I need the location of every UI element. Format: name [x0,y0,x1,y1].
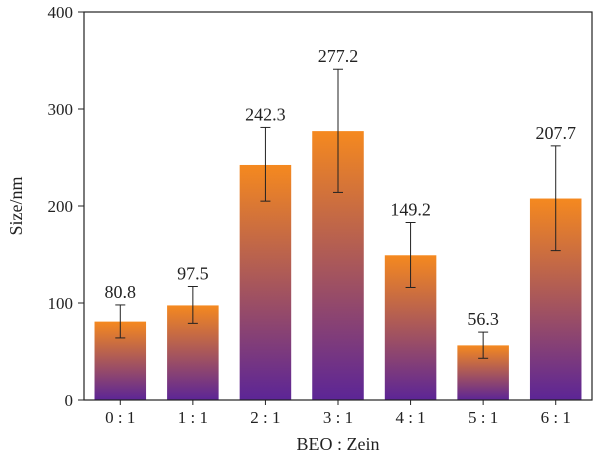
error-bar [260,126,271,202]
x-axis-ticks: 0 : 1 1 : 1 2 : 1 3 : 1 4 : 1 5 : 1 6 : 1 [105,400,571,427]
x-tick-label: 2 : 1 [250,408,280,427]
error-bar [333,68,343,193]
data-label: 97.5 [177,264,209,284]
x-tick-label: 6 : 1 [541,408,571,427]
data-label: 277.2 [318,46,359,66]
data-label: 207.7 [535,123,576,143]
data-label: 149.2 [390,199,431,219]
x-tick-label: 5 : 1 [468,408,498,427]
data-labels-layer: 80.8 97.5 242.3 277.2 149.2 56.3 207.7 [105,46,576,329]
y-tick-label: 300 [48,100,74,119]
x-axis-label: BEO : Zein [297,434,380,454]
x-tick-label: 0 : 1 [105,408,135,427]
error-bar [478,331,489,359]
y-tick-label: 100 [48,294,74,313]
y-tick-label: 0 [65,391,74,410]
error-bar [187,286,198,324]
data-label: 56.3 [467,309,499,329]
data-label: 242.3 [245,104,286,124]
x-tick-label: 4 : 1 [395,408,425,427]
error-bar [405,221,416,288]
data-label: 80.8 [105,282,137,302]
x-tick-label: 3 : 1 [323,408,353,427]
error-bars-layer [115,68,561,359]
error-bar [115,304,126,339]
y-tick-label: 200 [48,197,74,216]
y-axis-ticks: 0 100 200 300 400 [48,3,84,410]
y-tick-label: 400 [48,3,74,22]
bar [239,164,292,400]
y-axis-label: Size/nm [6,177,26,236]
x-tick-label: 1 : 1 [178,408,208,427]
error-bar [550,145,561,252]
